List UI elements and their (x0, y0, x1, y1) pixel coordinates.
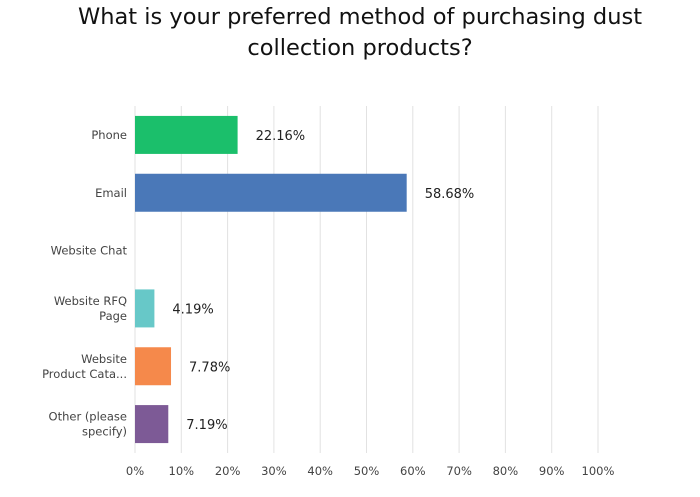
x-tick-label: 30% (261, 464, 287, 478)
chart-title: What is your preferred method of purchas… (77, 4, 643, 61)
x-tick-label: 80% (493, 464, 519, 478)
x-tick-label: 0% (126, 464, 144, 478)
category-label: Product Cata... (42, 367, 127, 381)
x-tick-label: 70% (446, 464, 472, 478)
x-tick-label: 90% (539, 464, 565, 478)
data-label: 22.16% (256, 129, 306, 144)
x-tick-label: 60% (400, 464, 426, 478)
x-tick-label: 40% (307, 464, 333, 478)
category-label: Other (please (49, 410, 127, 424)
category-label: Page (99, 309, 127, 323)
x-tick-label: 10% (169, 464, 195, 478)
data-label: 4.19% (172, 302, 213, 317)
bar (135, 115, 238, 154)
category-label: Website RFQ (54, 294, 127, 308)
x-tick-label: 20% (215, 464, 241, 478)
x-tick-label: 100% (582, 464, 615, 478)
data-label: 7.78% (189, 360, 230, 375)
category-label: Email (95, 186, 127, 200)
x-tick-label: 50% (354, 464, 380, 478)
data-label: 7.19% (186, 418, 227, 433)
category-label: specify) (82, 425, 127, 439)
bar (135, 289, 155, 328)
bar (135, 405, 169, 444)
data-label: 58.68% (425, 187, 475, 202)
category-label: Website (81, 352, 127, 366)
category-label: Website Chat (51, 244, 128, 258)
bar (135, 173, 407, 212)
bar (135, 347, 172, 386)
category-label: Phone (91, 128, 127, 142)
